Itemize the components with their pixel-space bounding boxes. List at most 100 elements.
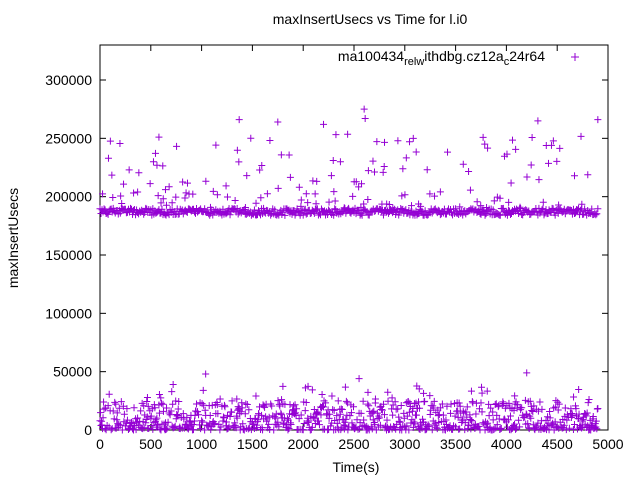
data-point: [319, 402, 327, 410]
data-point: [392, 425, 400, 433]
data-point: [458, 415, 466, 423]
data-point: [125, 166, 133, 174]
data-point: [546, 407, 554, 415]
plot-frame: [99, 44, 609, 431]
data-point: [284, 426, 292, 434]
legend-label-part: ithdbg.cz12a: [424, 48, 504, 64]
data-point: [443, 402, 451, 410]
data-point: [154, 192, 162, 200]
data-point: [466, 415, 474, 423]
data-point: [364, 424, 372, 432]
data-point: [302, 190, 310, 198]
data-point: [560, 421, 568, 429]
data-point: [295, 415, 303, 423]
data-point: [436, 188, 444, 196]
data-point: [241, 410, 249, 418]
data-point: [532, 424, 540, 432]
data-point: [179, 410, 187, 418]
data-point: [412, 411, 420, 419]
data-point: [142, 204, 150, 212]
data-point: [267, 211, 275, 219]
data-point: [278, 396, 286, 404]
data-point: [475, 422, 483, 430]
data-point: [117, 192, 125, 200]
x-tick-label: 0: [96, 436, 104, 452]
data-point: [256, 166, 264, 174]
data-point: [406, 138, 414, 146]
data-point: [365, 402, 373, 410]
data-point: [256, 403, 264, 411]
data-point: [275, 423, 283, 431]
data-point: [113, 416, 121, 424]
data-point: [489, 416, 497, 424]
data-point: [301, 205, 309, 213]
data-point: [389, 411, 397, 419]
data-point: [254, 410, 262, 418]
data-point: [418, 207, 426, 215]
data-point: [360, 416, 368, 424]
data-point: [592, 423, 600, 431]
data-point: [313, 177, 321, 185]
y-tick-label: 50000: [53, 364, 92, 380]
data-point: [594, 205, 602, 213]
data-point: [220, 414, 228, 422]
data-point: [340, 425, 348, 433]
data-point: [329, 157, 337, 165]
data-point: [97, 409, 105, 417]
legend-label-part: rel: [404, 56, 416, 68]
y-axis-label: maxInsertUsecs: [5, 188, 21, 288]
data-point: [341, 383, 349, 391]
data-point: [180, 415, 188, 423]
data-point: [171, 422, 179, 430]
data-point: [153, 161, 161, 169]
data-point: [312, 409, 320, 417]
data-point: [130, 404, 138, 412]
x-tick-label: 4500: [542, 436, 573, 452]
data-point: [503, 211, 511, 219]
data-point: [451, 412, 459, 420]
data-point: [379, 211, 387, 219]
data-point: [197, 425, 205, 433]
data-point: [314, 417, 322, 425]
data-point: [111, 398, 119, 406]
data-point: [261, 403, 269, 411]
data-point: [384, 397, 392, 405]
data-point: [513, 424, 521, 432]
data-point: [578, 200, 586, 208]
data-point: [104, 154, 112, 162]
data-point: [421, 207, 429, 215]
data-point: [308, 423, 316, 431]
data-point: [287, 420, 295, 428]
data-point: [586, 209, 594, 217]
data-point: [179, 178, 187, 186]
data-point: [485, 400, 493, 408]
data-point: [311, 190, 319, 198]
data-point: [404, 398, 412, 406]
data-point: [328, 392, 336, 400]
data-point: [570, 172, 578, 180]
data-point: [594, 116, 602, 124]
data-point: [332, 131, 340, 139]
data-point: [336, 410, 344, 418]
data-point: [277, 409, 285, 417]
data-point: [371, 395, 379, 403]
data-point: [326, 410, 334, 418]
data-point: [120, 410, 128, 418]
data-point: [496, 425, 504, 433]
data-point: [98, 421, 106, 429]
x-tick-label: 3000: [389, 436, 420, 452]
data-point: [155, 409, 163, 417]
data-point: [159, 195, 167, 203]
data-point: [554, 406, 562, 414]
data-point: [479, 206, 487, 214]
data-point: [473, 198, 481, 206]
data-point: [175, 397, 183, 405]
data-point: [368, 425, 376, 433]
data-point: [549, 205, 557, 213]
data-point: [484, 144, 492, 152]
data-point: [507, 179, 515, 187]
data-point: [143, 394, 151, 402]
data-point: [294, 208, 302, 216]
data-point: [478, 408, 486, 416]
data-point: [140, 210, 148, 218]
